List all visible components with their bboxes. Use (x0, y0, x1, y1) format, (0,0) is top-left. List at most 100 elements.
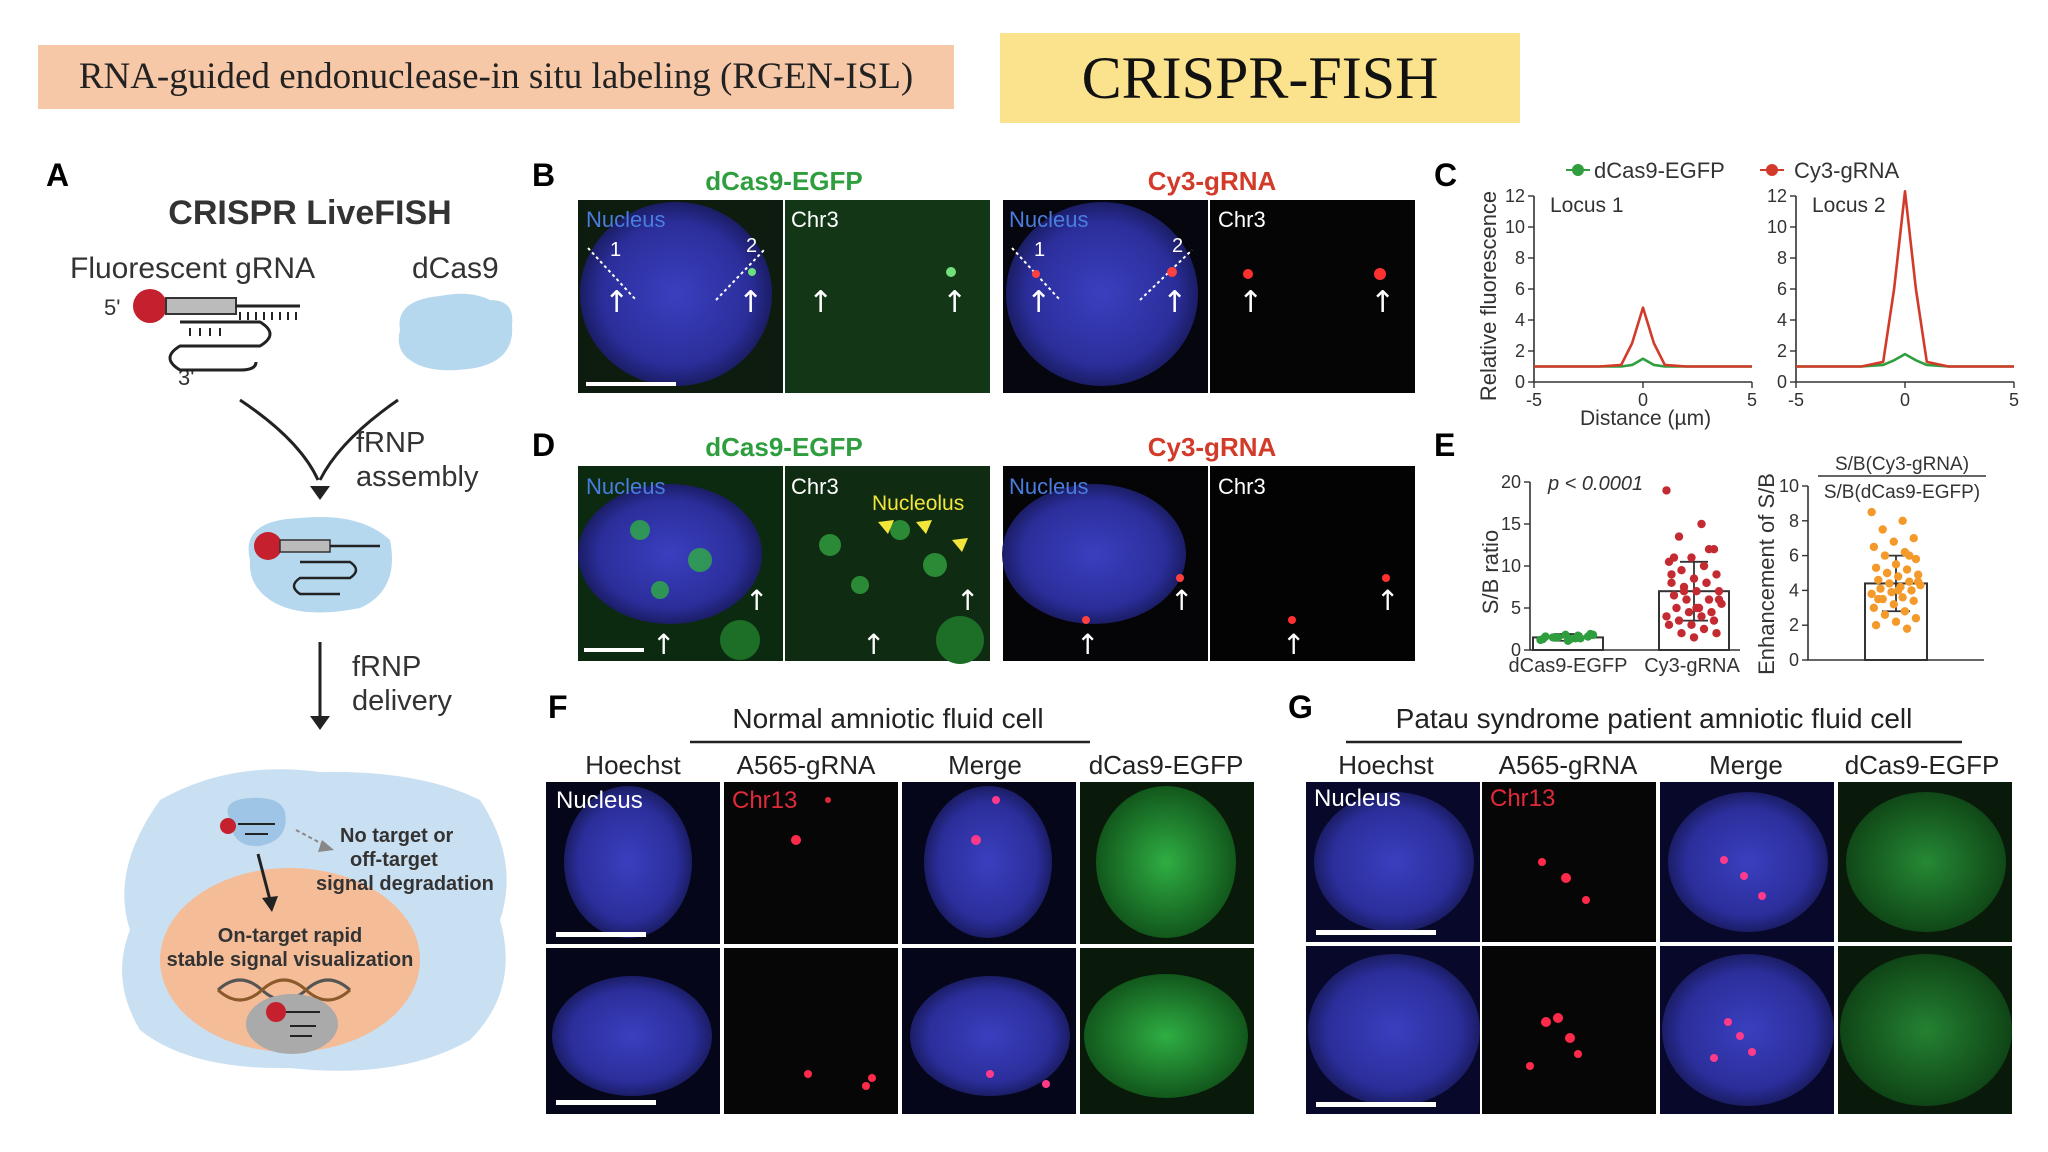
data-point (1677, 566, 1686, 575)
data-point (1714, 595, 1724, 604)
b-arrow-3: ↑ (808, 285, 833, 320)
panel-g-letter: G (1288, 689, 1313, 725)
g-scale-bar-2 (1316, 1102, 1436, 1107)
data-point (1669, 553, 1679, 562)
step2-line1: fRNP (352, 651, 421, 683)
y-tick-label: 10 (1505, 217, 1525, 237)
series-line (1534, 306, 1752, 368)
frnp-complex-icon (248, 516, 392, 613)
e-ylabel1: S/B ratio (1478, 530, 1503, 614)
y-tick-label: 6 (1789, 546, 1799, 566)
y-tick-label: 6 (1515, 279, 1525, 299)
data-point (1707, 608, 1716, 617)
data-point (1880, 610, 1890, 619)
panel-f: F Normal amniotic fluid cell Hoechst A56… (546, 689, 1254, 1114)
axis (1533, 196, 1752, 383)
panel-g: G Patau syndrome patient amniotic fluid … (1288, 689, 2012, 1114)
y-tick-label: 0 (1789, 650, 1799, 670)
f-col-2: A565-gRNA (737, 750, 876, 780)
data-point (1911, 614, 1921, 623)
d-nucleus-1: Nucleus (586, 474, 665, 499)
b-arrow-7: ↑ (1238, 285, 1263, 320)
d-arrow-2: ↑ (745, 584, 768, 617)
y-tick-label: 12 (1767, 186, 1787, 206)
d-arrow-8: ↑ (1376, 584, 1399, 617)
panel-a-title: CRISPR LiveFISH (168, 194, 451, 232)
b-nucleus-1: Nucleus (586, 207, 665, 232)
y-tick-label: 0 (1515, 372, 1525, 392)
panel-a: A CRISPR LiveFISH Fluorescent gRNA dCas9… (46, 157, 513, 1071)
data-point (1874, 594, 1883, 604)
b-locus1-a: 1 (610, 239, 621, 261)
data-point (1907, 586, 1916, 595)
data-point (1687, 620, 1696, 629)
data-point (1674, 532, 1684, 541)
b-arrow-8: ↑ (1370, 285, 1395, 320)
data-point (1699, 624, 1709, 634)
y-tick-label: 8 (1777, 248, 1787, 268)
data-point (1712, 570, 1721, 579)
y-tick-label: 15 (1501, 514, 1521, 534)
data-point (1869, 542, 1879, 552)
data-point (1664, 620, 1674, 629)
y-tick-label: 10 (1767, 217, 1787, 237)
data-point (1871, 563, 1881, 572)
x-tick-label: 0 (1638, 390, 1648, 410)
plot-sb-ratio: 0 5 10 15 20 (1501, 472, 1740, 660)
data-point (1894, 572, 1903, 581)
data-point (1709, 616, 1719, 625)
d-arrow-6: ↑ (1170, 584, 1193, 617)
title-box (1000, 33, 1520, 123)
b-arrow-2: ↑ (738, 285, 763, 320)
e-ratio-den: S/B(dCas9-EGFP) (1824, 482, 1980, 503)
data-point (1541, 632, 1550, 641)
grna-label: Fluorescent gRNA (70, 252, 315, 285)
g-tile-r2-2 (1482, 946, 1656, 1114)
data-point (1887, 587, 1896, 597)
b-tile-4 (1210, 200, 1415, 393)
f-nucleus: Nucleus (556, 787, 643, 814)
step1-line2: assembly (356, 461, 479, 493)
b-arrow-1: ↑ (604, 285, 629, 320)
legend-red: Cy3-gRNA (1794, 158, 1899, 183)
no-target-line2: off-target (350, 849, 438, 871)
assembly-arrow-icon (239, 398, 399, 481)
d-scale-bar (584, 648, 644, 652)
panel-d: D dCas9-EGFP Cy3-gRNA Nucleus Chr3 Nucle… (532, 427, 1415, 664)
g-col-1: Hoechst (1338, 750, 1434, 780)
d-arrow-1: ↑ (652, 628, 675, 661)
y-tick-label: 8 (1515, 248, 1525, 268)
data-point (1697, 612, 1706, 621)
dcas9-label: dCas9 (412, 252, 499, 285)
data-point (1679, 587, 1689, 596)
data-point (1566, 634, 1575, 644)
d-nucleus-2: Nucleus (1009, 474, 1088, 499)
panel-c: C dCas9-EGFP Cy3-gRNA Relative fluoresce… (1434, 157, 2019, 430)
panel-d-right-title: Cy3-gRNA (1148, 432, 1277, 462)
y-tick-label: 2 (1777, 341, 1787, 361)
data-point (1702, 578, 1711, 587)
data-point (1684, 608, 1694, 617)
y-tick-label: 12 (1505, 186, 1525, 206)
y-tick-label: 2 (1789, 615, 1799, 635)
panel-c-letter: C (1434, 157, 1457, 193)
x-tick-label: 0 (1900, 390, 1910, 410)
data-point (1898, 516, 1907, 525)
y-tick-label: 20 (1501, 472, 1521, 492)
data-point (1900, 607, 1910, 616)
data-point (1712, 629, 1721, 638)
b-tile-2 (785, 200, 990, 393)
panel-a-letter: A (46, 157, 69, 193)
b-arrow-5: ↑ (1026, 285, 1051, 320)
panel-e: E p < 0.0001 S/B ratio Enhancement of S/… (1434, 427, 1986, 677)
y-tick-label: 2 (1515, 341, 1525, 361)
data-point (1867, 507, 1876, 517)
d-chr-1: Chr3 (791, 474, 839, 499)
data-point (1876, 584, 1885, 593)
y-tick-label: 4 (1777, 310, 1787, 330)
f-col-1: Hoechst (585, 750, 681, 780)
plot-enhancement: 0 2 4 6 8 10 (1779, 476, 1984, 670)
data-point (1891, 617, 1901, 626)
nucleus-region-icon (160, 868, 420, 1052)
